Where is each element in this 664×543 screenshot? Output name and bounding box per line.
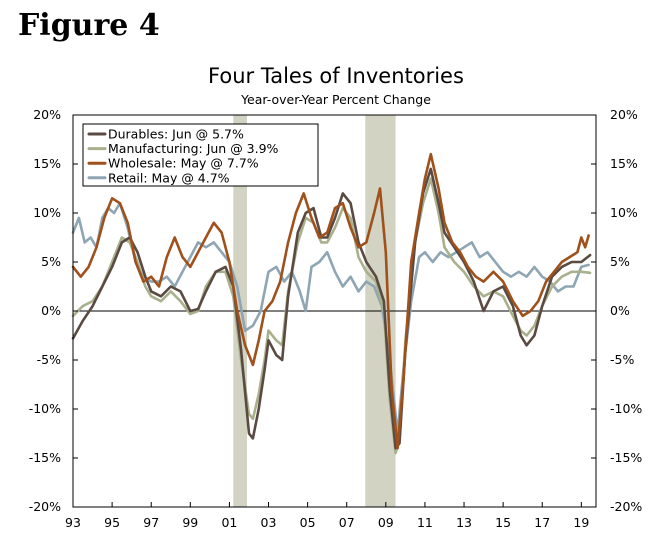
x-tick-label: 15 [495, 515, 511, 530]
y-tick-label-right: 5% [610, 254, 630, 269]
chart-subtitle: Year-over-Year Percent Change [240, 92, 431, 107]
x-tick-label: 03 [261, 515, 277, 530]
legend-label-retail: Retail: May @ 4.7% [108, 170, 230, 185]
y-tick-label-left: -15% [29, 450, 61, 465]
legend-label-wholesale: Wholesale: May @ 7.7% [108, 156, 259, 171]
chart-title: Four Tales of Inventories [208, 64, 464, 88]
y-tick-label-right: -15% [610, 450, 642, 465]
x-tick-label: 07 [339, 515, 355, 530]
x-tick-label: 99 [182, 515, 198, 530]
series-line-wholesale [71, 152, 590, 450]
x-axis: 93 95 97 99 01 03 05 07 09 11 13 15 17 19 [65, 502, 589, 530]
y-tick-label-right: -10% [610, 401, 642, 416]
x-tick-label: 97 [143, 515, 159, 530]
figure-label: Figure 4 [18, 8, 160, 43]
y-tick-label-right: 0% [610, 303, 630, 318]
y-tick-label-right: 15% [610, 156, 638, 171]
series-lines [71, 152, 592, 455]
y-axis-left: 20% 15% 10% 5% 0% -5% -10% -15% -20% [29, 107, 78, 514]
legend-label-manufacturing: Manufacturing: Jun @ 3.9% [108, 141, 279, 156]
y-tick-label-left: 10% [33, 205, 61, 220]
x-tick-label: 13 [456, 515, 472, 530]
y-tick-label-right: 10% [610, 205, 638, 220]
legend-box [82, 123, 319, 187]
x-tick-label: 01 [221, 515, 237, 530]
x-tick-label: 93 [65, 515, 81, 530]
x-tick-label: 11 [417, 515, 433, 530]
x-tick-label: 09 [378, 515, 394, 530]
y-tick-label-right: -5% [610, 352, 634, 367]
x-tick-label: 19 [573, 515, 589, 530]
y-tick-label-right: 20% [610, 107, 638, 122]
legend: Durables: Jun @ 5.7%Manufacturing: Jun @… [82, 123, 319, 187]
x-tick-label: 17 [534, 515, 550, 530]
series-line-durables [71, 167, 592, 450]
y-axis-right: 20% 15% 10% 5% 0% -5% -10% -15% -20% [591, 107, 642, 514]
y-tick-label-left: 20% [33, 107, 61, 122]
y-tick-label-right: -20% [610, 499, 642, 514]
x-tick-label: 05 [300, 515, 316, 530]
y-tick-label-left: 5% [41, 254, 61, 269]
y-tick-label-left: -10% [29, 401, 61, 416]
y-tick-label-left: -20% [29, 499, 61, 514]
series-line-manufacturing [71, 177, 592, 455]
y-tick-label-left: 0% [41, 303, 61, 318]
y-tick-label-left: 15% [33, 156, 61, 171]
x-tick-label: 95 [104, 515, 120, 530]
legend-label-durables: Durables: Jun @ 5.7% [108, 127, 244, 142]
y-tick-label-left: -5% [37, 352, 61, 367]
